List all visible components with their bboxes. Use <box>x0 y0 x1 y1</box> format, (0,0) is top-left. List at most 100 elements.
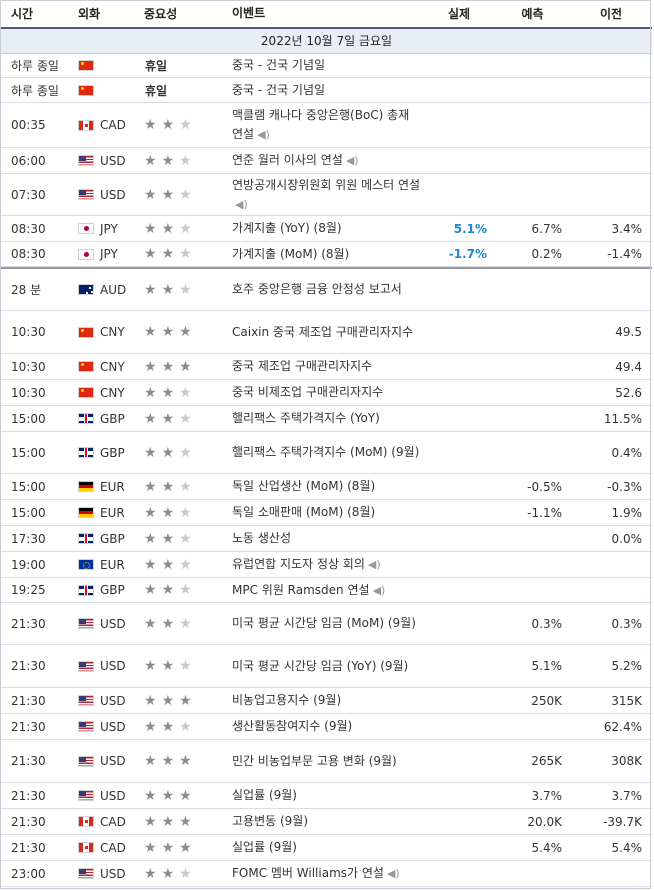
event-name[interactable]: 실업률 (9월) <box>232 785 423 806</box>
event-row[interactable]: 21:30 USD ★★★ 민간 비농업부문 고용 변화 (9월) 265K 308K <box>1 740 652 783</box>
event-title[interactable]: 실업률 (9월) <box>232 788 297 802</box>
event-name[interactable]: 호주 중앙은행 금융 안정성 보고서 <box>232 279 423 300</box>
event-name[interactable]: 맥클램 캐나다 중앙은행(BoC) 총재 연설 ◀) <box>232 105 423 145</box>
event-row[interactable]: 10:30 CNY ★★★ Caixin 중국 제조업 구매관리자지수 49.5 <box>1 311 652 354</box>
event-name[interactable]: 가계지출 (YoY) (8월) <box>232 218 423 239</box>
event-name[interactable]: 중국 비제조업 구매관리자지수 <box>232 382 423 403</box>
event-name[interactable]: 미국 평균 시간당 임금 (YoY) (9월) <box>232 656 423 677</box>
event-forecast: 265K <box>531 754 562 768</box>
event-title[interactable]: Caixin 중국 제조업 구매관리자지수 <box>232 324 414 339</box>
event-row[interactable]: 15:00 EUR ★★★ 독일 소매판매 (MoM) (8월) -1.1% 1.9% <box>1 500 652 526</box>
event-row[interactable]: 17:30 GBP ★★★ 노동 생산성 0.0% <box>1 526 652 552</box>
event-title[interactable]: 고용변동 (9월) <box>232 814 309 828</box>
event-name[interactable]: 중국 - 건국 기념일 <box>232 80 423 101</box>
event-row[interactable]: 06:00 USD ★★★ 연준 월러 이사의 연설 ◀) <box>1 148 652 174</box>
event-currency: USD <box>78 188 142 202</box>
event-name[interactable]: 비농업고용지수 (9월) <box>232 690 423 711</box>
event-row[interactable]: 21:30 CAD ★★★ 고용변동 (9월) 20.0K -39.7K <box>1 809 652 835</box>
event-title[interactable]: 핼리팩스 주택가격지수 (MoM) (9월) <box>232 445 420 459</box>
header-actual[interactable]: 실제 <box>447 7 471 21</box>
event-row[interactable]: 28 분 AUD ★★★ 호주 중앙은행 금융 안정성 보고서 <box>1 267 652 311</box>
event-name[interactable]: 독일 산업생산 (MoM) (8월) <box>232 476 423 497</box>
event-row[interactable]: 21:30 USD ★★★ 비농업고용지수 (9월) 250K 315K <box>1 688 652 714</box>
event-title[interactable]: 독일 산업생산 (MoM) (8월) <box>232 479 376 493</box>
event-name[interactable]: FOMC 멤버 Williams가 연설 ◀) <box>232 863 423 884</box>
speaker-icon: ◀) <box>386 867 400 880</box>
header-event[interactable]: 이벤트 <box>232 6 266 20</box>
event-name[interactable]: 가계지출 (MoM) (8월) <box>232 244 423 265</box>
header-currency[interactable]: 외화 <box>78 7 101 21</box>
event-name[interactable]: 유럽연합 지도자 정상 회의 ◀) <box>232 554 423 575</box>
event-title[interactable]: 실업률 (9월) <box>232 840 297 854</box>
event-row[interactable]: 21:30 USD ★★★ 실업률 (9월) 3.7% 3.7% <box>1 783 652 809</box>
event-title[interactable]: 미국 평균 시간당 임금 (YoY) (9월) <box>232 658 409 673</box>
event-name[interactable]: Caixin 중국 제조업 구매관리자지수 <box>232 322 423 343</box>
event-title[interactable]: 미국 평균 시간당 임금 (MoM) (9월) <box>232 616 416 630</box>
event-row[interactable]: 15:00 GBP ★★★ 핼리팩스 주택가격지수 (YoY) 11.5% <box>1 406 652 432</box>
event-name[interactable]: 핼리팩스 주택가격지수 (YoY) <box>232 408 423 429</box>
event-row[interactable]: 19:00 EUR ★★★ 유럽연합 지도자 정상 회의 ◀) <box>1 552 652 578</box>
event-name[interactable]: 연준 월러 이사의 연설 ◀) <box>232 150 423 171</box>
event-name[interactable]: 독일 소매판매 (MoM) (8월) <box>232 502 423 523</box>
currency-code: CAD <box>100 814 126 829</box>
event-name[interactable]: 중국 제조업 구매관리자지수 <box>232 356 423 377</box>
header-forecast[interactable]: 예측 <box>521 7 544 21</box>
event-name[interactable]: 핼리팩스 주택가격지수 (MoM) (9월) <box>232 442 423 463</box>
event-name[interactable]: 민간 비농업부문 고용 변화 (9월) <box>232 751 423 772</box>
event-name[interactable]: 노동 생산성 <box>232 528 423 549</box>
event-previous: 5.4% <box>611 840 643 855</box>
event-row[interactable]: 15:00 EUR ★★★ 독일 산업생산 (MoM) (8월) -0.5% -0.3% <box>1 474 652 500</box>
event-title[interactable]: 핼리팩스 주택가격지수 (YoY) <box>232 411 380 425</box>
event-row[interactable]: 21:30 USD ★★★ 미국 평균 시간당 임금 (YoY) (9월) 5.1% 5.… <box>1 645 652 688</box>
event-row[interactable]: 00:35 CAD ★★★ 맥클램 캐나다 중앙은행(BoC) 총재 연설 ◀) <box>1 103 652 148</box>
event-title[interactable]: 중국 - 건국 기념일 <box>232 82 326 97</box>
header-importance[interactable]: 중요성 <box>144 7 178 21</box>
event-row[interactable]: 21:30 USD ★★★ 생산활동참여지수 (9월) 62.4% <box>1 714 652 740</box>
event-title[interactable]: 연준 월러 이사의 연설 <box>232 153 343 167</box>
event-row[interactable]: 10:30 CNY ★★★ 중국 제조업 구매관리자지수 49.4 <box>1 354 652 380</box>
star-icon: ★ <box>161 246 180 262</box>
event-title[interactable]: 연방공개시장위원회 위원 메스터 연설 <box>232 177 421 192</box>
event-title[interactable]: FOMC 멤버 Williams가 연설 <box>232 866 384 880</box>
event-time: 하루 종일 <box>11 83 59 98</box>
event-name[interactable]: 생산활동참여지수 (9월) <box>232 716 423 737</box>
star-icon: ★ <box>161 444 180 461</box>
event-row[interactable]: 19:25 GBP ★★★ MPC 위원 Ramsden 연설 ◀) <box>1 578 652 603</box>
event-row[interactable]: 08:30 JPY ★★★ 가계지출 (YoY) (8월) 5.1% 6.7% 3.4% <box>1 216 652 242</box>
event-row[interactable]: 08:30 JPY ★★★ 가계지출 (MoM) (8월) -1.7% 0.2% -1.4% <box>1 242 652 267</box>
event-name[interactable]: 고용변동 (9월) <box>232 811 423 832</box>
event-title[interactable]: 중국 제조업 구매관리자지수 <box>232 359 373 373</box>
event-title[interactable]: 생산활동참여지수 (9월) <box>232 719 353 733</box>
event-row[interactable]: 21:30 CAD ★★★ 실업률 (9월) 5.4% 5.4% <box>1 835 652 861</box>
event-row[interactable]: 21:30 USD ★★★ 미국 평균 시간당 임금 (MoM) (9월) 0.3% 0.… <box>1 603 652 645</box>
star-icon: ★ <box>161 152 180 169</box>
event-row[interactable]: 하루 종일 휴일 중국 - 건국 기념일 <box>1 78 652 103</box>
event-name[interactable]: 미국 평균 시간당 임금 (MoM) (9월) <box>232 613 423 634</box>
header-time[interactable]: 시간 <box>11 7 34 21</box>
event-title[interactable]: 비농업고용지수 (9월) <box>232 693 342 707</box>
event-title[interactable]: 노동 생산성 <box>232 531 292 545</box>
event-row[interactable]: 07:30 USD ★★★ 연방공개시장위원회 위원 메스터 연설◀) <box>1 174 652 216</box>
event-title[interactable]: 민간 비농업부문 고용 변화 (9월) <box>232 753 397 768</box>
event-row[interactable]: 10:30 CNY ★★★ 중국 비제조업 구매관리자지수 52.6 <box>1 380 652 406</box>
event-title[interactable]: MPC 위원 Ramsden 연설 <box>232 582 370 597</box>
header-previous[interactable]: 이전 <box>599 7 623 21</box>
event-title[interactable]: 호주 중앙은행 금융 안정성 보고서 <box>232 282 402 296</box>
currency-code: JPY <box>100 221 118 236</box>
event-importance: ★★★ <box>142 719 232 735</box>
event-row[interactable]: 하루 종일 휴일 중국 - 건국 기념일 <box>1 54 652 78</box>
event-title[interactable]: 독일 소매판매 (MoM) (8월) <box>232 505 376 519</box>
event-name[interactable]: 연방공개시장위원회 위원 메스터 연설 ◀) <box>232 175 423 215</box>
event-title[interactable]: 유럽연합 지도자 정상 회의 <box>232 557 365 571</box>
event-row[interactable]: 23:00 USD ★★★ FOMC 멤버 Williams가 연설 ◀) <box>1 861 652 887</box>
event-title[interactable]: 중국 - 건국 기념일 <box>232 58 326 72</box>
event-title[interactable]: 맥클램 캐나다 중앙은행(BoC) 총재 연설 <box>232 108 410 141</box>
event-name[interactable]: 실업률 (9월) <box>232 837 423 858</box>
event-time: 19:25 <box>11 583 46 597</box>
event-title[interactable]: 가계지출 (YoY) (8월) <box>232 221 342 235</box>
event-title[interactable]: 중국 비제조업 구매관리자지수 <box>232 385 384 399</box>
event-title[interactable]: 가계지출 (MoM) (8월) <box>232 246 350 261</box>
event-name[interactable]: 중국 - 건국 기념일 <box>232 55 423 76</box>
event-row[interactable]: 15:00 GBP ★★★ 핼리팩스 주택가격지수 (MoM) (9월) 0.4% <box>1 432 652 474</box>
event-name[interactable]: MPC 위원 Ramsden 연설 ◀) <box>232 580 423 601</box>
